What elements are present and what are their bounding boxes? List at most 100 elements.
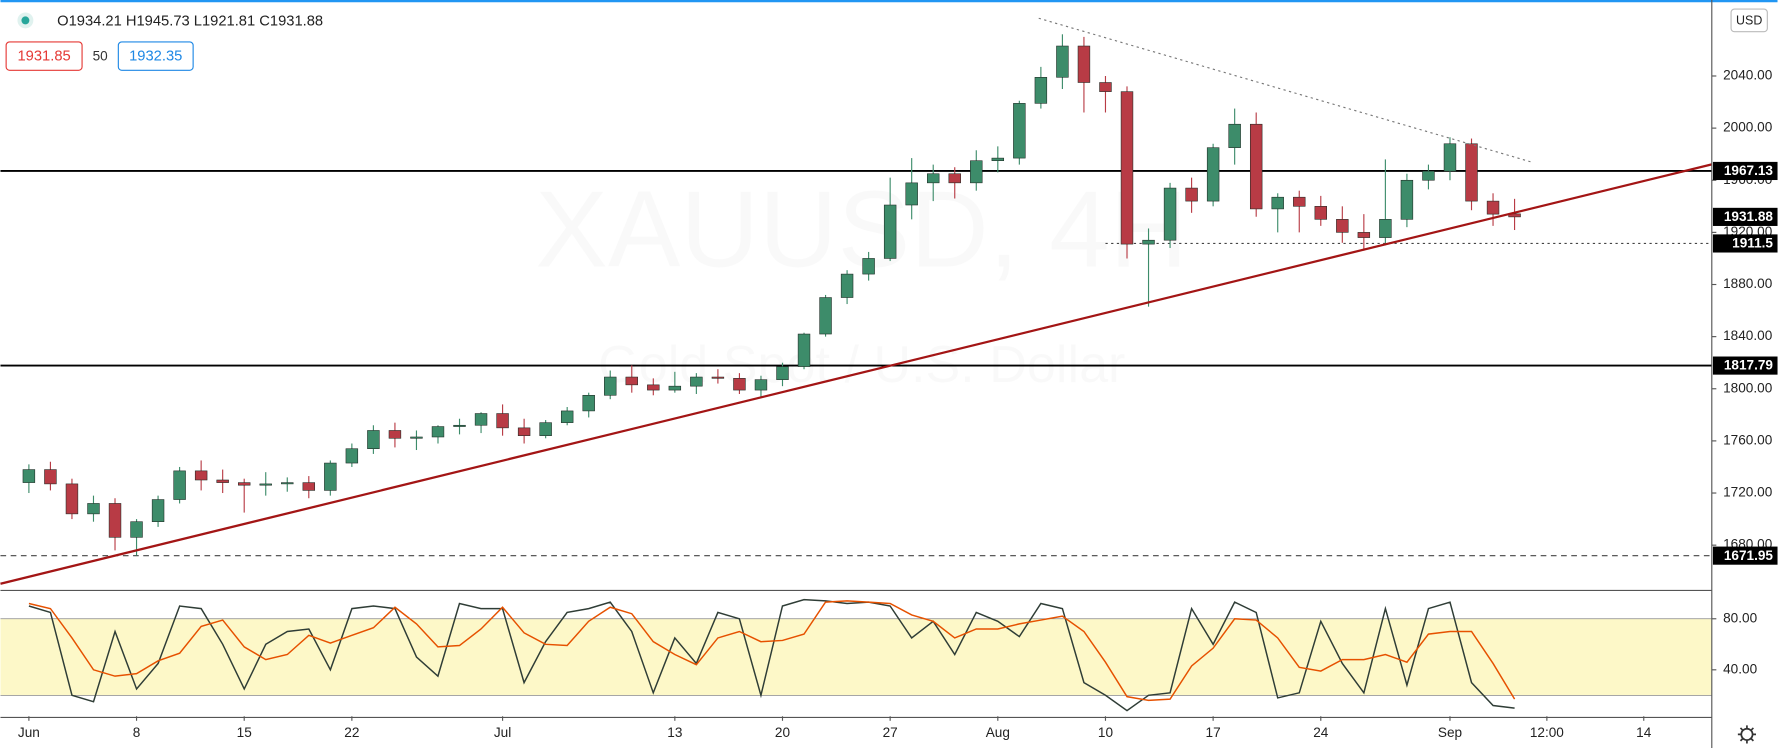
candle-body bbox=[1271, 196, 1284, 210]
stoch-band bbox=[0, 618, 1712, 696]
price-badge-label: 1911.5 bbox=[1732, 236, 1773, 251]
candle-body bbox=[496, 413, 509, 429]
candle-body bbox=[1486, 200, 1500, 215]
x-tick-label: 10 bbox=[1098, 725, 1114, 740]
candle-body bbox=[668, 385, 682, 391]
candle-body bbox=[302, 482, 316, 491]
y-tick-label: 2000.00 bbox=[1723, 120, 1773, 135]
candle-body bbox=[970, 160, 983, 184]
stoch-line bbox=[28, 598, 1515, 712]
candle-body bbox=[1099, 82, 1112, 92]
candle-body bbox=[840, 273, 854, 298]
candle-body bbox=[1034, 77, 1048, 104]
status-dot bbox=[21, 16, 30, 25]
stoch-tick-label: 80.00 bbox=[1723, 610, 1757, 625]
candle-body bbox=[1206, 147, 1220, 202]
currency-button[interactable] bbox=[1730, 8, 1768, 33]
x-tick-label: 27 bbox=[883, 725, 898, 740]
candle-body bbox=[1314, 206, 1327, 220]
candle-body bbox=[281, 482, 294, 485]
candle-body bbox=[1013, 103, 1026, 159]
candle-body bbox=[324, 462, 337, 491]
price-badge bbox=[1712, 161, 1778, 181]
y-tick-label: 1800.00 bbox=[1723, 380, 1773, 395]
trendline bbox=[0, 163, 1713, 585]
plot: 1680.001720.001760.001800.001840.001880.… bbox=[0, 17, 1778, 740]
candle-body bbox=[1120, 91, 1134, 245]
candle-body bbox=[754, 379, 768, 391]
currency-label[interactable]: USD bbox=[1736, 13, 1762, 27]
candle-body bbox=[194, 470, 208, 481]
candle-body bbox=[216, 479, 229, 483]
x-tick-label: Jun bbox=[18, 725, 40, 740]
candle-body bbox=[65, 483, 79, 515]
y-tick-label: 1760.00 bbox=[1723, 432, 1773, 447]
x-tick-label: 12:00 bbox=[1530, 725, 1564, 740]
candle-body bbox=[1293, 196, 1306, 207]
candle-body bbox=[560, 410, 574, 423]
candle-body bbox=[1465, 143, 1478, 202]
candle-body bbox=[582, 394, 595, 412]
stoch-line bbox=[28, 600, 1516, 702]
x-tick-label: 22 bbox=[344, 725, 359, 740]
settings-icon[interactable] bbox=[1737, 725, 1756, 744]
candle-body bbox=[173, 470, 186, 500]
candle-body bbox=[130, 521, 143, 538]
candle-body bbox=[1379, 219, 1392, 238]
price-badge-label: 1931.88 bbox=[1724, 209, 1774, 224]
candle-body bbox=[1336, 219, 1349, 233]
watermark-symbol: XAUUSD, 4H bbox=[535, 170, 1188, 291]
candle-body bbox=[539, 422, 552, 436]
bid-price[interactable]: 1931.85 bbox=[17, 49, 70, 65]
candle-body bbox=[1249, 123, 1263, 210]
x-tick-label: 15 bbox=[237, 725, 252, 740]
candle-body bbox=[776, 366, 789, 380]
price-badge-label: 1967.13 bbox=[1724, 163, 1774, 178]
ask-price[interactable]: 1932.35 bbox=[129, 49, 182, 65]
candle-body bbox=[474, 413, 488, 426]
stoch-tick-label: 40.00 bbox=[1723, 661, 1757, 676]
trendline bbox=[1038, 17, 1532, 163]
candle-body bbox=[862, 258, 875, 275]
candle-body bbox=[1185, 187, 1198, 202]
candle-body bbox=[87, 503, 100, 515]
ask-box[interactable] bbox=[117, 41, 194, 71]
y-tick-label: 1840.00 bbox=[1723, 328, 1773, 343]
candle-body bbox=[711, 376, 725, 379]
candle-body bbox=[367, 430, 380, 449]
candle-body bbox=[44, 469, 57, 485]
candle-body bbox=[927, 173, 940, 184]
x-tick-label: 8 bbox=[133, 725, 141, 740]
candle-body bbox=[690, 376, 703, 387]
price-badge bbox=[1712, 234, 1778, 253]
candle-body bbox=[453, 424, 466, 427]
candle-body bbox=[22, 469, 36, 483]
candle-body bbox=[345, 448, 359, 464]
x-tick-label: Sep bbox=[1438, 725, 1462, 740]
candle-body bbox=[1422, 170, 1435, 181]
candle-body bbox=[905, 182, 918, 206]
price-badge-label: 1671.95 bbox=[1724, 548, 1774, 563]
x-tick-label: 24 bbox=[1313, 725, 1329, 740]
candle-body bbox=[1228, 123, 1241, 148]
candle-body bbox=[797, 333, 811, 367]
candle-body bbox=[1142, 239, 1155, 245]
candle-body bbox=[1400, 179, 1414, 220]
candle-body bbox=[647, 384, 660, 391]
candle-body bbox=[1508, 213, 1521, 218]
bid-box[interactable] bbox=[5, 41, 83, 71]
candle-body bbox=[625, 376, 638, 386]
ohlc-legend: O1934.21 H1945.73 L1921.81 C1931.88 bbox=[57, 13, 323, 29]
candle-body bbox=[108, 503, 122, 538]
candle-body bbox=[733, 378, 746, 391]
candle-body bbox=[604, 376, 617, 396]
gear-teeth[interactable] bbox=[1737, 725, 1756, 744]
x-tick-label: 14 bbox=[1636, 725, 1652, 740]
candle-body bbox=[1077, 45, 1091, 83]
spread: 50 bbox=[93, 48, 109, 63]
candle-body bbox=[948, 173, 961, 184]
price-badge bbox=[1712, 207, 1778, 226]
candle-body bbox=[388, 430, 402, 439]
